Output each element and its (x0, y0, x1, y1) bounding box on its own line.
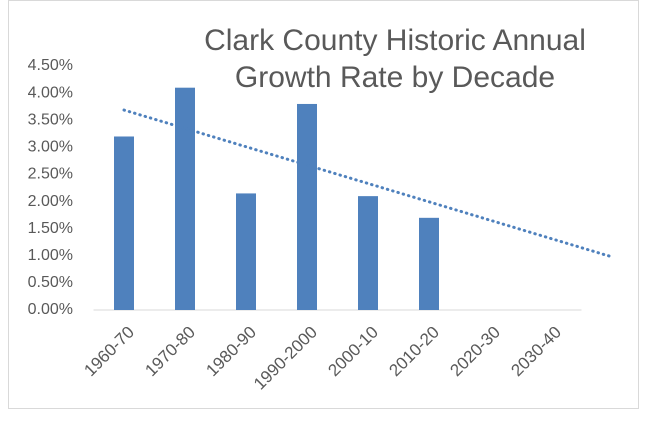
trendline (122, 108, 614, 259)
y-tick-label: 0.00% (28, 301, 73, 318)
bar (358, 196, 378, 310)
x-tick-label: 2020-30 (446, 323, 504, 381)
bar (419, 217, 439, 310)
x-tick-label: 1990-2000 (250, 323, 321, 394)
y-tick-label: 2.00% (28, 193, 73, 210)
x-tick-label: 2000-10 (324, 323, 382, 381)
x-tick-label: 2010-20 (385, 323, 443, 381)
x-tick-label: 1970-80 (141, 323, 199, 381)
y-tick-label: 1.00% (28, 247, 73, 264)
bar (175, 87, 195, 310)
chart-title: Clark County Historic Annual Growth Rate… (204, 24, 586, 94)
y-tick-label: 4.50% (28, 57, 73, 74)
bar (236, 193, 256, 310)
x-tick-label: 1960-70 (80, 323, 138, 381)
y-tick-label: 0.50% (28, 274, 73, 291)
x-tick-label: 1980-90 (202, 323, 260, 381)
x-tick-label: 2030-40 (507, 323, 565, 381)
y-tick-label: 3.00% (28, 139, 73, 156)
bar (114, 136, 134, 310)
chart-border (8, 0, 639, 409)
y-tick-label: 4.00% (28, 84, 73, 101)
bar (297, 103, 317, 310)
y-tick-label: 3.50% (28, 111, 73, 128)
y-tick-label: 2.50% (28, 166, 73, 183)
y-tick-label: 1.50% (28, 220, 73, 237)
